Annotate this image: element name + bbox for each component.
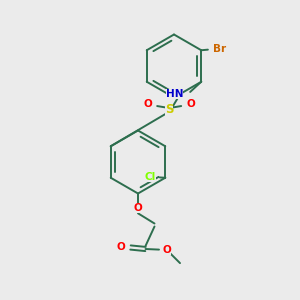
Text: O: O <box>143 99 152 109</box>
Text: O: O <box>186 99 195 109</box>
Text: S: S <box>165 103 173 116</box>
Text: O: O <box>163 244 171 255</box>
Text: Br: Br <box>213 44 226 54</box>
Text: O: O <box>117 242 125 252</box>
Text: O: O <box>134 203 142 213</box>
Text: Cl: Cl <box>144 172 156 182</box>
Text: HN: HN <box>166 89 183 99</box>
